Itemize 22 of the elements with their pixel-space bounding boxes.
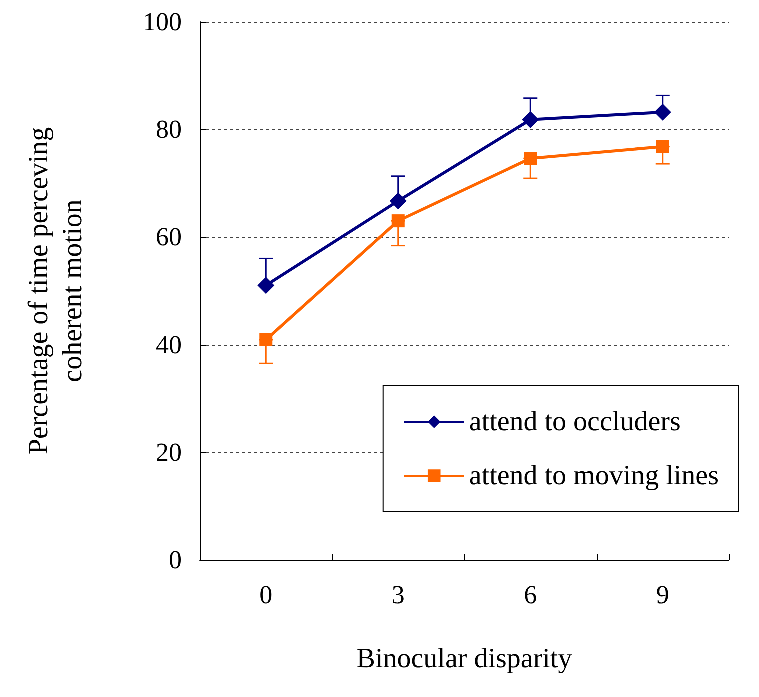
point <box>260 333 273 346</box>
y-tick-label: 100 <box>143 8 182 36</box>
y-tick-label: 20 <box>156 438 182 467</box>
y-tick-label: 40 <box>156 330 182 360</box>
x-axis-title: Binocular disparity <box>356 644 572 674</box>
point <box>390 192 407 210</box>
point <box>392 214 405 228</box>
x-tick-label: 9 <box>656 580 670 610</box>
point <box>524 152 538 166</box>
point <box>522 111 540 128</box>
y-tick-label: 0 <box>169 546 182 574</box>
point <box>654 104 672 121</box>
y-axis-title: Percentage of time perceving coherent motion <box>24 127 88 455</box>
legend-label: attend to moving lines <box>469 460 720 492</box>
x-tick-label: 3 <box>392 580 405 610</box>
y-tick-label: 80 <box>156 115 182 144</box>
point <box>656 140 670 154</box>
point <box>258 277 275 294</box>
x-tick-label: 0 <box>260 580 273 610</box>
y-tick-label: 60 <box>156 222 182 252</box>
x-tick-label: 6 <box>524 580 538 610</box>
legend-label: attend to occluders <box>469 406 681 438</box>
